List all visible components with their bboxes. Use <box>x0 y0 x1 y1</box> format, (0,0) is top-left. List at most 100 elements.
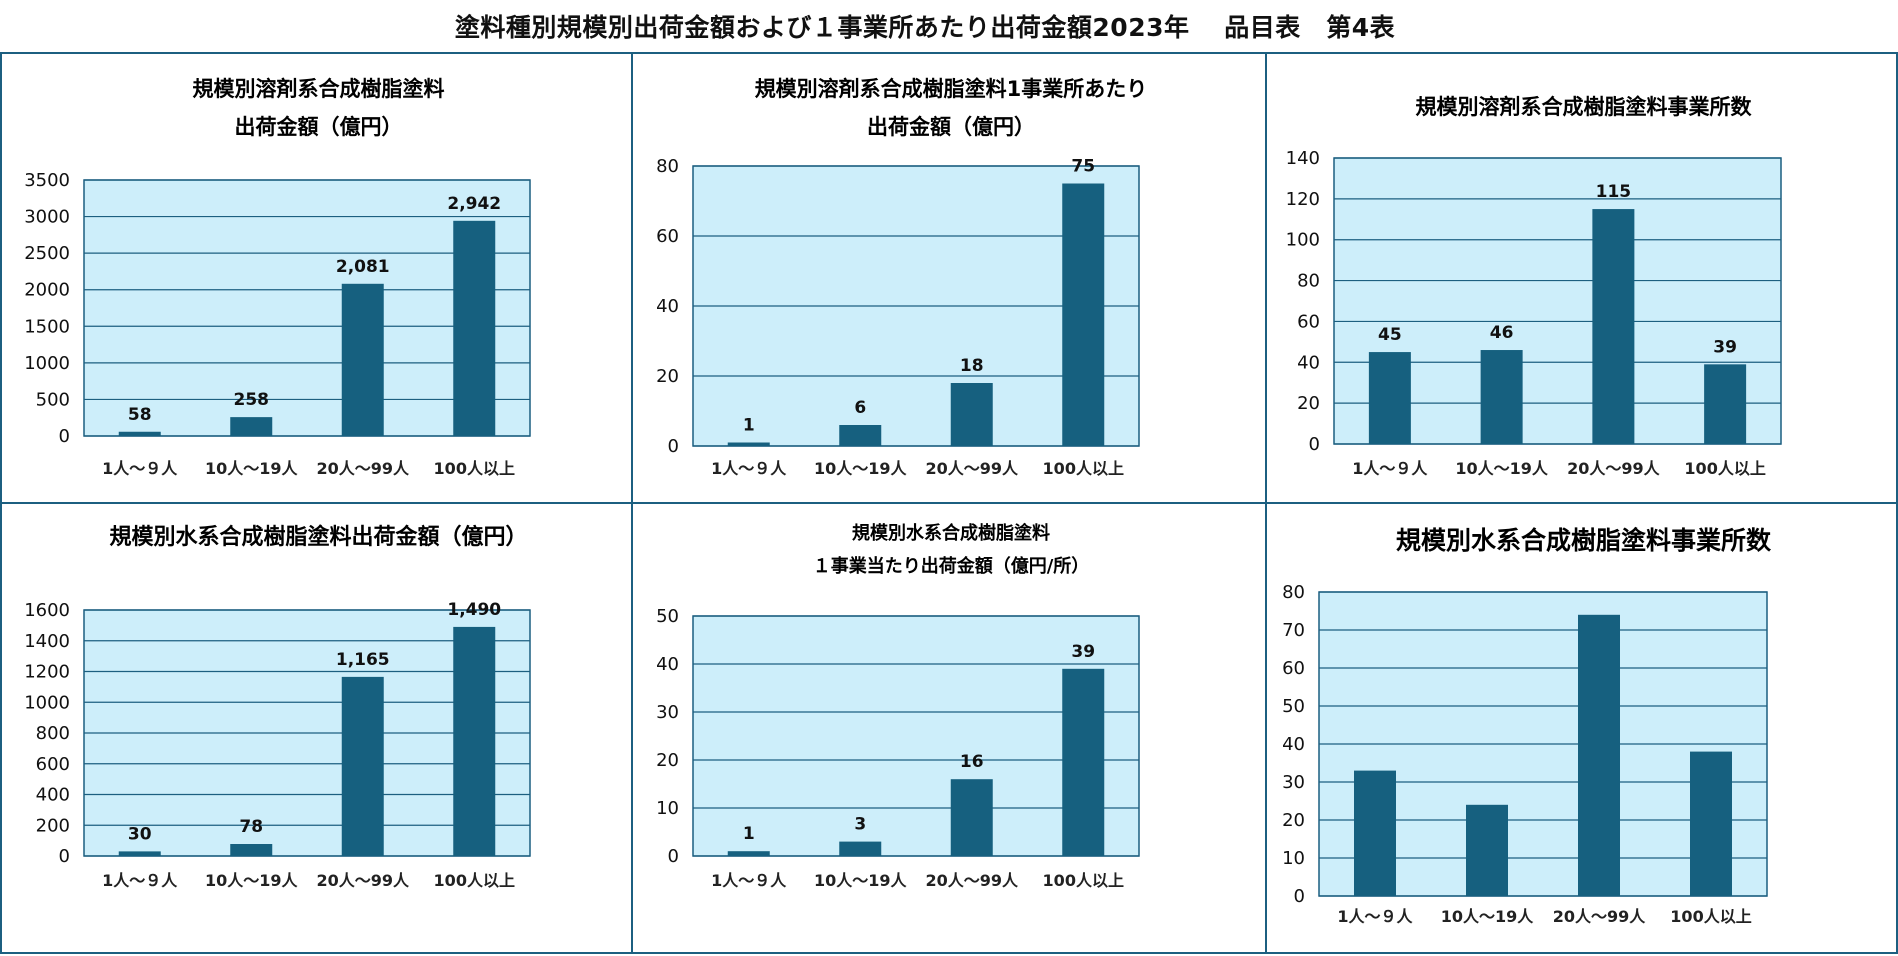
bar <box>1690 751 1732 896</box>
bar <box>118 851 161 856</box>
y-tick-label: 200 <box>36 815 70 836</box>
data-label: 30 <box>128 824 152 844</box>
bar <box>230 844 273 856</box>
x-category-label: 10人～19人 <box>205 871 299 890</box>
chart-title: １事業当たり出荷金額（億円/所） <box>813 555 1090 577</box>
y-tick-label: 20 <box>1297 393 1320 414</box>
y-tick-label: 10 <box>656 798 679 819</box>
y-tick-label: 50 <box>656 606 679 627</box>
y-tick-label: 400 <box>36 785 70 806</box>
y-tick-label: 1000 <box>24 692 70 713</box>
x-category-label: 20人～99人 <box>925 871 1019 890</box>
y-tick-label: 40 <box>1297 352 1320 373</box>
y-tick-label: 3000 <box>24 207 70 228</box>
bar <box>453 220 496 436</box>
y-tick-label: 80 <box>1282 582 1305 603</box>
y-tick-label: 20 <box>656 366 679 387</box>
chart-panel-water-establishments: 規模別水系合成樹脂塗料事業所数 0 10 20 30 40 50 60 70 80 1人～９人 10人… <box>1265 502 1898 954</box>
data-label: 39 <box>1713 337 1737 357</box>
y-tick-label: 600 <box>36 754 70 775</box>
chart-panel-solvent-per-establishment: 規模別溶剤系合成樹脂塗料1事業所あたり 出荷金額（億円） 0 20 40 60 80 1 1人～… <box>631 52 1267 504</box>
x-category-label: 1人～９人 <box>102 871 178 890</box>
chart-panel-water-shipment: 規模別水系合成樹脂塗料出荷金額（億円） 0 200 400 600 800 1000 1200… <box>0 502 633 954</box>
data-label: 2,081 <box>336 257 390 277</box>
x-category-label: 10人～19人 <box>814 459 908 478</box>
y-tick-label: 0 <box>668 846 679 867</box>
bar <box>839 425 882 446</box>
bar <box>1578 614 1620 896</box>
y-tick-label: 0 <box>59 846 70 867</box>
y-tick-label: 50 <box>1282 696 1305 717</box>
y-tick-label: 60 <box>1297 311 1320 332</box>
y-tick-label: 30 <box>1282 772 1305 793</box>
bar <box>727 442 770 446</box>
data-label: 46 <box>1490 323 1514 343</box>
bar <box>1466 804 1508 896</box>
y-tick-label: 1600 <box>24 600 70 621</box>
x-category-label: 100人以上 <box>1043 459 1124 478</box>
y-tick-label: 40 <box>656 654 679 675</box>
y-tick-label: 1400 <box>24 631 70 652</box>
data-label: 2,942 <box>447 194 501 214</box>
x-category-label: 20人～99人 <box>316 459 410 478</box>
y-tick-label: 0 <box>1294 886 1305 907</box>
x-category-label: 20人～99人 <box>1553 907 1647 926</box>
bar <box>1062 183 1105 446</box>
y-tick-label: 40 <box>656 296 679 317</box>
x-category-label: 10人～19人 <box>205 459 299 478</box>
x-category-label: 20人～99人 <box>925 459 1019 478</box>
x-category-label: 20人～99人 <box>1567 459 1661 478</box>
y-tick-label: 1200 <box>24 662 70 683</box>
y-tick-label: 60 <box>1282 658 1305 679</box>
y-tick-label: 10 <box>1282 848 1305 869</box>
data-label: 1,165 <box>336 650 390 670</box>
chart-title: 規模別水系合成樹脂塗料出荷金額（億円） <box>109 524 527 550</box>
chart-panel-water-per-establishment: 規模別水系合成樹脂塗料 １事業当たり出荷金額（億円/所） 0 10 20 30 40 50 1 1… <box>631 502 1267 954</box>
bar <box>950 779 993 856</box>
chart-title: 規模別水系合成樹脂塗料 <box>852 522 1050 544</box>
x-category-label: 100人以上 <box>1684 459 1765 478</box>
chart-svg: 規模別水系合成樹脂塗料 １事業当たり出荷金額（億円/所） 0 10 20 30 40 50 1 1… <box>656 522 1140 890</box>
y-tick-label: 140 <box>1286 148 1320 169</box>
bar <box>1592 209 1635 444</box>
y-tick-label: 20 <box>1282 810 1305 831</box>
data-label: 78 <box>239 817 263 837</box>
y-tick-label: 2000 <box>24 280 70 301</box>
bar <box>118 431 161 436</box>
y-tick-label: 40 <box>1282 734 1305 755</box>
chart-title: 規模別溶剤系合成樹脂塗料事業所数 <box>1416 95 1753 119</box>
bar <box>453 626 496 856</box>
y-tick-label: 100 <box>1286 230 1320 251</box>
y-tick-label: 70 <box>1282 620 1305 641</box>
x-category-label: 1人～９人 <box>711 459 787 478</box>
y-tick-label: 80 <box>656 156 679 177</box>
y-tick-label: 1500 <box>24 316 70 337</box>
data-label: 58 <box>128 405 152 425</box>
chart-svg: 規模別水系合成樹脂塗料事業所数 0 10 20 30 40 50 60 70 80 1人～９人 10人… <box>1282 526 1772 926</box>
data-label: 75 <box>1071 157 1095 177</box>
bar <box>1062 668 1105 856</box>
data-label: 6 <box>854 398 866 418</box>
bar <box>1354 770 1396 896</box>
chart-title: 規模別溶剤系合成樹脂塗料1事業所あたり <box>755 77 1148 101</box>
chart-panel-solvent-establishments: 規模別溶剤系合成樹脂塗料事業所数 0 20 40 60 80 100 120 140 45 1人～９… <box>1265 52 1898 504</box>
bar <box>950 383 993 446</box>
data-label: 39 <box>1071 642 1095 662</box>
x-category-label: 10人～19人 <box>1455 459 1549 478</box>
y-tick-label: 1000 <box>24 353 70 374</box>
data-label: 1 <box>743 824 755 844</box>
y-tick-label: 30 <box>656 702 679 723</box>
y-tick-label: 500 <box>36 389 70 410</box>
data-label: 3 <box>854 815 866 835</box>
data-label: 1 <box>743 416 755 436</box>
x-category-label: 10人～19人 <box>814 871 908 890</box>
bar <box>1368 352 1411 444</box>
x-category-label: 100人以上 <box>1043 871 1124 890</box>
data-label: 115 <box>1596 182 1632 202</box>
x-category-label: 1人～９人 <box>711 871 787 890</box>
x-category-label: 20人～99人 <box>316 871 410 890</box>
chart-panel-solvent-shipment: 規模別溶剤系合成樹脂塗料 出荷金額（億円） 0 500 1000 1500 2000 2500… <box>0 52 633 504</box>
y-tick-label: 3500 <box>24 170 70 191</box>
